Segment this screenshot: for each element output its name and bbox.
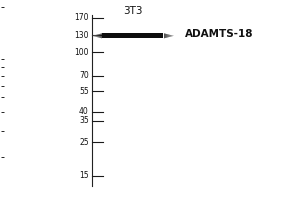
Text: 3T3: 3T3	[123, 6, 142, 16]
Text: 70: 70	[79, 71, 89, 80]
Text: 35: 35	[79, 116, 89, 125]
Text: 40: 40	[79, 107, 89, 116]
Text: 170: 170	[74, 13, 89, 22]
Text: 15: 15	[79, 171, 89, 180]
Text: 25: 25	[79, 138, 89, 147]
Text: 55: 55	[79, 87, 89, 96]
Text: 100: 100	[74, 48, 89, 57]
Text: 130: 130	[74, 31, 89, 40]
Text: ADAMTS-18: ADAMTS-18	[185, 29, 254, 39]
